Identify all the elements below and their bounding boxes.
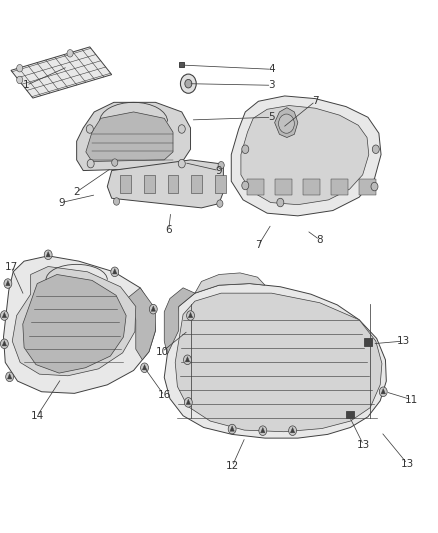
Polygon shape	[77, 102, 191, 171]
Polygon shape	[241, 106, 369, 205]
Circle shape	[228, 424, 236, 434]
Text: 7: 7	[312, 96, 319, 106]
Bar	[179, 62, 184, 67]
Circle shape	[111, 267, 119, 277]
Polygon shape	[86, 112, 173, 161]
Circle shape	[113, 198, 120, 205]
Polygon shape	[359, 179, 376, 195]
Circle shape	[6, 372, 14, 382]
Polygon shape	[261, 427, 265, 433]
Text: 14: 14	[31, 411, 44, 421]
Circle shape	[86, 125, 93, 133]
Polygon shape	[4, 256, 155, 393]
Circle shape	[67, 50, 73, 57]
Polygon shape	[185, 357, 190, 362]
Polygon shape	[107, 160, 223, 208]
Text: 13: 13	[401, 459, 414, 469]
Circle shape	[218, 161, 224, 169]
Polygon shape	[175, 293, 382, 432]
Circle shape	[185, 79, 192, 88]
Text: 2: 2	[73, 187, 80, 197]
Circle shape	[277, 198, 284, 207]
Polygon shape	[23, 274, 126, 373]
Text: 10: 10	[155, 347, 169, 357]
Text: 9: 9	[215, 166, 223, 175]
Polygon shape	[381, 389, 385, 394]
Polygon shape	[120, 175, 131, 193]
Text: 8: 8	[316, 235, 323, 245]
Circle shape	[112, 159, 118, 166]
Text: 3: 3	[268, 80, 275, 90]
Circle shape	[141, 363, 148, 373]
Text: 7: 7	[255, 240, 262, 250]
Circle shape	[242, 145, 249, 154]
Polygon shape	[230, 426, 234, 431]
Polygon shape	[167, 175, 179, 193]
Polygon shape	[142, 365, 147, 370]
Circle shape	[187, 311, 194, 320]
Polygon shape	[186, 399, 191, 405]
Circle shape	[178, 125, 185, 133]
Polygon shape	[303, 179, 320, 195]
Polygon shape	[113, 269, 117, 274]
Polygon shape	[331, 179, 348, 195]
Polygon shape	[195, 273, 265, 293]
Text: 13: 13	[396, 336, 410, 346]
Circle shape	[44, 250, 52, 260]
Circle shape	[87, 159, 94, 168]
Polygon shape	[2, 312, 7, 318]
Text: 13: 13	[357, 440, 370, 450]
Circle shape	[0, 339, 8, 349]
Text: 16: 16	[158, 391, 171, 400]
Text: 6: 6	[165, 225, 172, 235]
Polygon shape	[11, 47, 112, 98]
Polygon shape	[191, 175, 202, 193]
Circle shape	[149, 304, 157, 314]
Polygon shape	[12, 266, 136, 376]
Circle shape	[259, 426, 267, 435]
Polygon shape	[46, 252, 50, 257]
Text: 17: 17	[4, 262, 18, 271]
Text: 11: 11	[405, 395, 418, 405]
Circle shape	[17, 64, 23, 72]
Circle shape	[279, 114, 294, 133]
Circle shape	[184, 355, 191, 365]
Text: 9: 9	[58, 198, 65, 207]
Bar	[346, 411, 354, 418]
Circle shape	[4, 279, 12, 288]
Polygon shape	[231, 96, 381, 216]
Polygon shape	[215, 175, 226, 193]
Bar	[364, 338, 372, 346]
Polygon shape	[2, 341, 7, 346]
Polygon shape	[164, 288, 195, 354]
Polygon shape	[188, 312, 193, 318]
Polygon shape	[144, 175, 155, 193]
Circle shape	[0, 311, 8, 320]
Circle shape	[242, 181, 249, 190]
Polygon shape	[164, 284, 386, 438]
Polygon shape	[276, 179, 292, 195]
Polygon shape	[151, 306, 155, 311]
Polygon shape	[6, 280, 10, 286]
Circle shape	[178, 159, 185, 168]
Circle shape	[180, 74, 196, 93]
Text: 5: 5	[268, 112, 275, 122]
Circle shape	[372, 145, 379, 154]
Polygon shape	[127, 288, 155, 360]
Text: 1: 1	[23, 80, 30, 90]
Circle shape	[289, 426, 297, 435]
Circle shape	[371, 182, 378, 191]
Polygon shape	[7, 374, 12, 379]
Text: 12: 12	[226, 462, 239, 471]
Polygon shape	[275, 108, 298, 138]
Text: 4: 4	[268, 64, 275, 74]
Polygon shape	[247, 179, 264, 195]
Circle shape	[184, 398, 192, 407]
Circle shape	[379, 387, 387, 397]
Circle shape	[217, 200, 223, 207]
Circle shape	[17, 76, 23, 84]
Polygon shape	[290, 427, 295, 433]
